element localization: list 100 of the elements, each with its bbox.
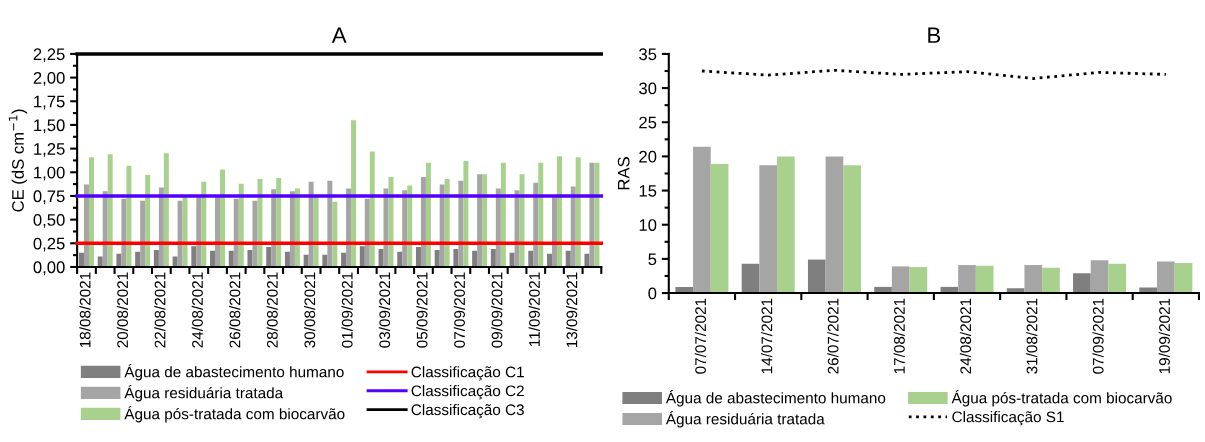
x-tick-label: 28/08/2021 (266, 272, 278, 348)
x-tick-label: 09/09/2021 (491, 272, 503, 348)
legend-label: Água residuária tratada (665, 411, 825, 428)
bar (228, 250, 234, 267)
bar (359, 246, 365, 267)
bar (397, 251, 403, 267)
bar (444, 178, 450, 267)
x-tick-label: 07/09/2021 (453, 272, 465, 348)
bar (145, 175, 151, 267)
bar (584, 253, 590, 267)
x-tick-label: 31/08/2021 (1026, 298, 1038, 374)
bar (533, 182, 539, 267)
bar (289, 191, 295, 267)
bar (88, 157, 94, 267)
bar (439, 184, 445, 267)
y-tick-label: 1,25 (34, 143, 65, 157)
bar (153, 249, 159, 267)
y-tick-label: 2,00 (33, 72, 65, 86)
bar (1108, 263, 1127, 294)
bar (238, 183, 244, 267)
y-tick-label: 1,50 (34, 119, 65, 134)
bar (271, 189, 277, 267)
bar (313, 196, 319, 267)
bar (332, 201, 338, 267)
x-tick-label: 20/08/2021 (116, 272, 129, 348)
y-axis-title: CE (dS cm$^{−1}$) (8, 109, 28, 212)
bar (303, 254, 309, 267)
bar (1042, 267, 1060, 294)
bar (741, 263, 760, 294)
bar (369, 151, 375, 267)
legend-label: Classificação C2 (411, 385, 524, 400)
legend-label: Água de abastecimento humano (124, 363, 344, 381)
bar (351, 120, 357, 267)
bar (420, 177, 426, 267)
bar (177, 200, 183, 267)
bar (693, 146, 711, 294)
bar (341, 252, 347, 267)
x-tick-label: 13/09/2021 (566, 272, 578, 348)
y-tick-label: 0,00 (33, 261, 65, 276)
bar (975, 265, 994, 294)
y-tick-label: 0,25 (33, 237, 65, 252)
legend-label: Classificação S1 (952, 411, 1064, 426)
y-tick-label: 2,25 (33, 48, 65, 63)
bar (284, 251, 290, 267)
bar (191, 246, 197, 267)
bar (482, 174, 488, 267)
x-tick-label: 19/09/2021 (1158, 298, 1170, 374)
bar (1073, 273, 1091, 294)
x-tick-label: 07/07/2021 (694, 298, 707, 374)
bar (196, 195, 202, 267)
y-tick-label: 20 (639, 150, 657, 163)
x-tick-label: 24/08/2021 (191, 272, 203, 348)
bar (477, 174, 483, 267)
legend-label: Classificação C1 (411, 366, 524, 381)
bar (807, 259, 826, 294)
bar (116, 253, 122, 267)
bar (252, 200, 258, 267)
bar (102, 191, 108, 267)
bar (891, 266, 910, 294)
bar (458, 180, 464, 267)
bar (777, 156, 795, 294)
x-tick-label: 17/08/2021 (893, 298, 905, 374)
bar (589, 162, 595, 267)
legend-label: Água pós-tratada com biocarvão (124, 405, 345, 423)
bar (210, 250, 216, 267)
bar (201, 181, 207, 267)
bar (220, 169, 226, 267)
bar (158, 187, 164, 267)
bar (594, 162, 600, 267)
y-tick-label: 1,00 (34, 166, 65, 181)
bar (538, 162, 544, 267)
bar (552, 195, 557, 267)
bar (247, 249, 253, 267)
bar (434, 249, 440, 267)
bar (453, 248, 459, 267)
bar (472, 250, 478, 267)
bar (1174, 262, 1193, 294)
y-tick-label: 0,50 (33, 214, 65, 228)
bar (565, 250, 571, 267)
y-tick-label: 0,75 (33, 190, 65, 205)
bar (364, 198, 370, 267)
y-tick-label: 15 (639, 185, 657, 197)
bar (528, 250, 534, 267)
y-tick-label: 10 (639, 219, 657, 231)
legend-label: Água pós-tratada com biocarvão (951, 390, 1172, 407)
bar (322, 254, 328, 267)
bar (135, 251, 141, 267)
x-tick-label: 14/07/2021 (761, 298, 773, 374)
bar (514, 190, 520, 267)
bar (1090, 260, 1109, 294)
y-tick-label: 1,75 (34, 95, 65, 110)
bar (490, 248, 496, 267)
bar (140, 200, 146, 267)
bar (1024, 265, 1043, 294)
bar (500, 162, 506, 267)
legend-label: Classificação C3 (411, 403, 524, 419)
chart-title: B (928, 27, 941, 43)
bar (825, 156, 844, 294)
bar (556, 156, 562, 267)
x-tick-label: 03/09/2021 (378, 272, 391, 348)
